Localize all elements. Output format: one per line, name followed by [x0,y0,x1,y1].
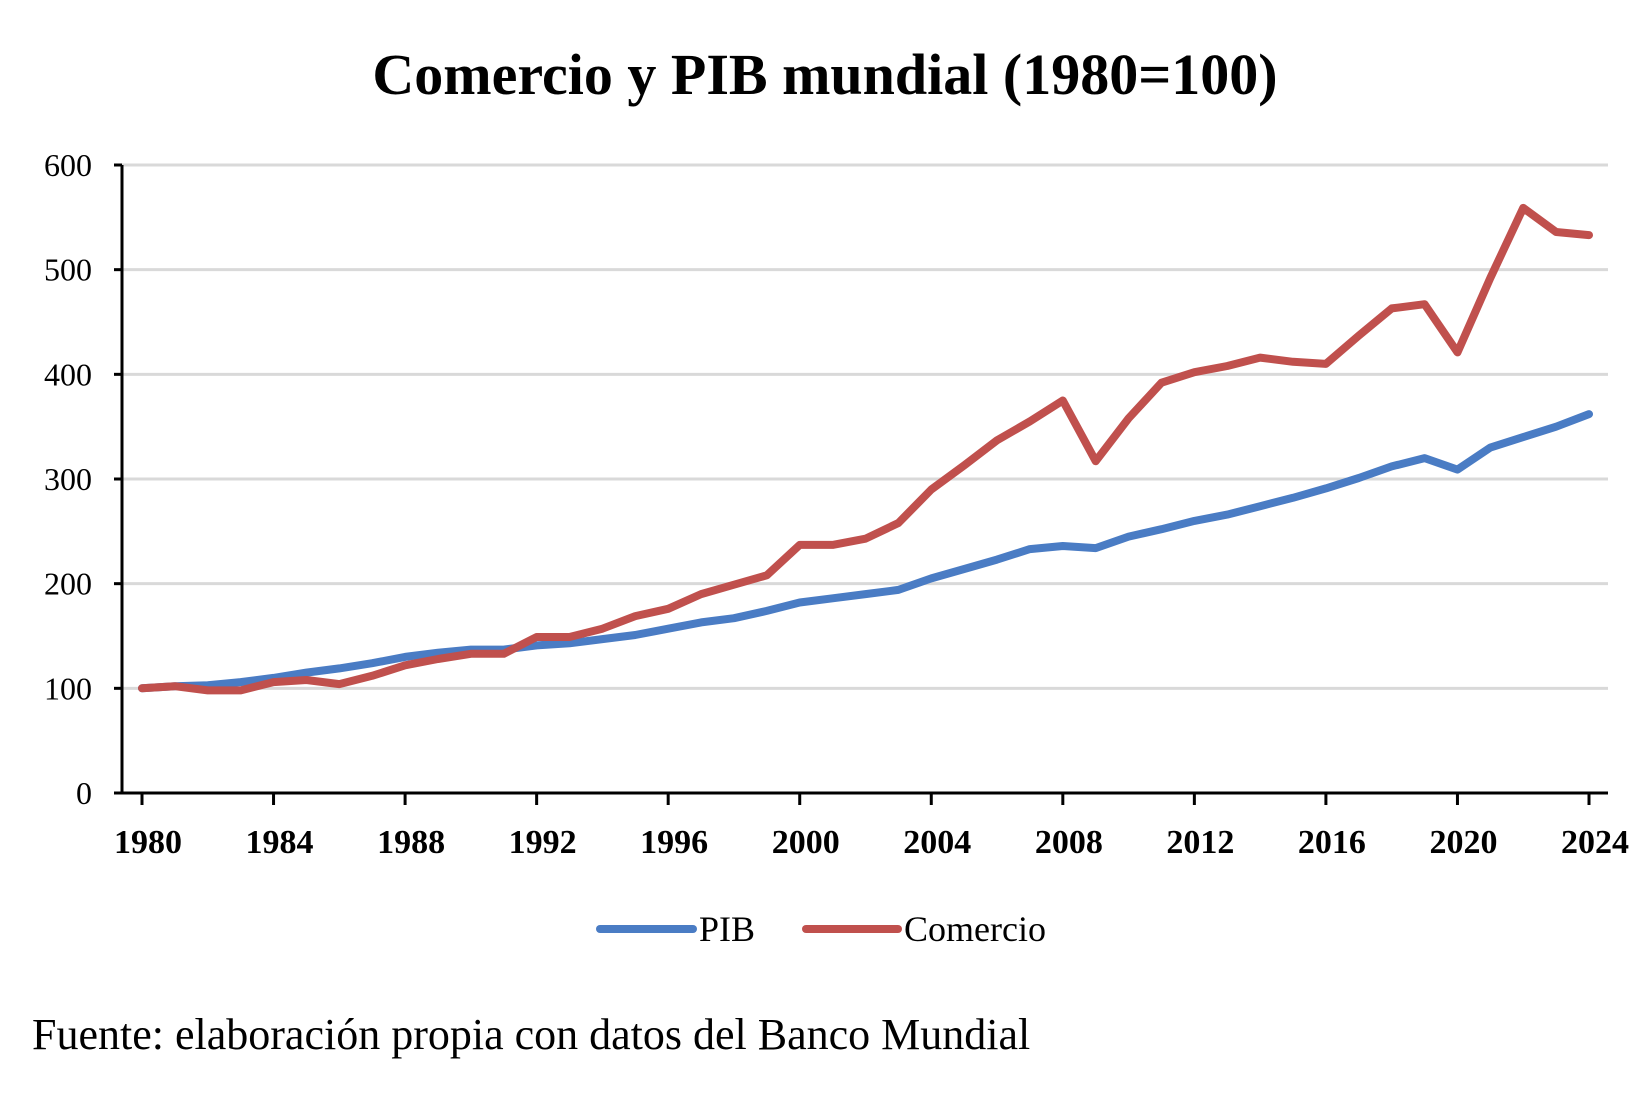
series-lines [138,203,1593,695]
x-tick-label-1980: 1980 [114,824,182,861]
legend-label-pib: PIB [699,909,755,949]
x-tick-label-2016: 2016 [1298,824,1366,861]
source-note: Fuente: elaboración propia con datos del… [32,1010,1031,1059]
legend: PIB Comercio [596,909,1046,949]
y-tick-label-300: 300 [44,461,92,497]
y-tick-labels: 0 100 200 300 400 500 600 [44,147,92,811]
x-tick-label-2008: 2008 [1035,824,1103,861]
x-tick-label-1988: 1988 [377,824,445,861]
legend-label-comercio: Comercio [904,909,1046,949]
y-tick-label-200: 200 [44,566,92,602]
gridlines [122,163,1608,690]
x-tick-label-1992: 1992 [509,824,577,861]
x-tick-label-2024: 2024 [1561,824,1629,861]
x-tick-label-1984: 1984 [246,824,314,861]
series-line-pib [138,410,1593,693]
series-line-comercio [138,203,1593,695]
y-tick-label-100: 100 [44,670,92,706]
x-tick-label-2012: 2012 [1166,824,1234,861]
y-tick-label-500: 500 [44,252,92,288]
x-tick-label-2004: 2004 [903,824,971,861]
y-tick-label-400: 400 [44,356,92,392]
x-tick-label-2000: 2000 [772,824,840,861]
chart-title: Comercio y PIB mundial (1980=100) [372,42,1278,107]
axes [114,163,1608,805]
x-tick-labels: 1980 1984 1988 1992 1996 2000 2004 2008 2012 2016… [114,824,1629,861]
y-tick-label-600: 600 [44,147,92,183]
y-tick-label-0: 0 [76,775,92,811]
x-tick-label-1996: 1996 [640,824,708,861]
x-tick-label-2020: 2020 [1429,824,1497,861]
